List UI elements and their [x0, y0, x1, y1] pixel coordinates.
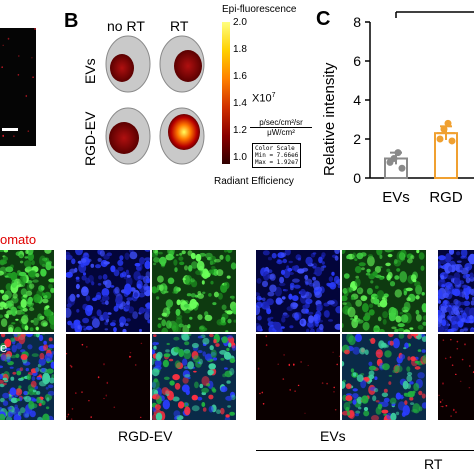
y-tick-label-2: 2	[353, 131, 361, 147]
y-tick-label-0: 0	[353, 170, 361, 186]
y-tick-label-8: 8	[353, 14, 361, 30]
label-evs: EVs	[320, 428, 346, 444]
image-red-3	[256, 334, 340, 420]
panel-c-letter: C	[316, 8, 331, 30]
image-dapi-4	[438, 250, 474, 332]
col-label-no-rt: no RT	[107, 18, 145, 34]
y-axis-label: Relative intensity	[321, 62, 338, 176]
image-red-2	[66, 334, 150, 420]
image-green-1	[0, 250, 54, 332]
x-tick-label-EVs: EVs	[382, 189, 410, 206]
colorbar	[222, 22, 230, 164]
row-label-evs: EVs	[82, 58, 98, 84]
scale-bar	[2, 128, 18, 131]
colorbar-title: Epi-fluorescence	[222, 4, 297, 15]
image-green-3	[342, 250, 426, 332]
brain-images	[105, 35, 205, 165]
point-RGD	[444, 119, 452, 127]
colorbar-ticks: 2.0 1.8 1.6 1.4 1.2 1.0	[233, 17, 247, 163]
image-merge-3	[342, 334, 426, 420]
bar-chart: 0 2 4 6 8 Relative intensity EVs RGD	[321, 11, 474, 206]
image-merge-2	[152, 334, 236, 420]
image-dapi-3	[256, 250, 340, 332]
image-dapi-2	[66, 250, 150, 332]
y-tick-label-4: 4	[353, 92, 361, 108]
panel-b-letter: B	[64, 10, 79, 32]
colorbar-multiplier: X107	[252, 92, 276, 105]
color-scale-box: Color Scale Min = 7.66e6 Max = 1.92e7	[252, 143, 302, 168]
label-rgd-ev: RGD-EV	[118, 428, 173, 444]
point-EVs	[390, 155, 398, 162]
point-RGD	[440, 125, 448, 133]
label-rt: RT	[424, 456, 443, 472]
col-label-rt: RT	[170, 18, 189, 34]
colorbar-unit: p/sec/cm²/sr μW/cm²	[250, 118, 312, 137]
point-EVs	[394, 149, 402, 157]
image-green-2	[152, 250, 236, 332]
y-tick-label-6: 6	[353, 53, 361, 69]
side-label: e	[0, 340, 8, 355]
x-tick-label-RGD: RGD	[429, 189, 463, 206]
colorbar-footer: Radiant Efficiency	[214, 176, 294, 187]
point-RGD	[436, 135, 444, 143]
panel-a-image	[0, 28, 36, 146]
tdtomato-label: omato	[0, 232, 37, 247]
point-RGD	[448, 137, 456, 145]
point-EVs	[398, 164, 406, 172]
row-label-rgd-ev: RGD-EV	[82, 111, 98, 166]
image-red-4	[438, 334, 474, 420]
rt-bracket-line	[256, 450, 474, 451]
image-merge-1	[0, 334, 54, 420]
